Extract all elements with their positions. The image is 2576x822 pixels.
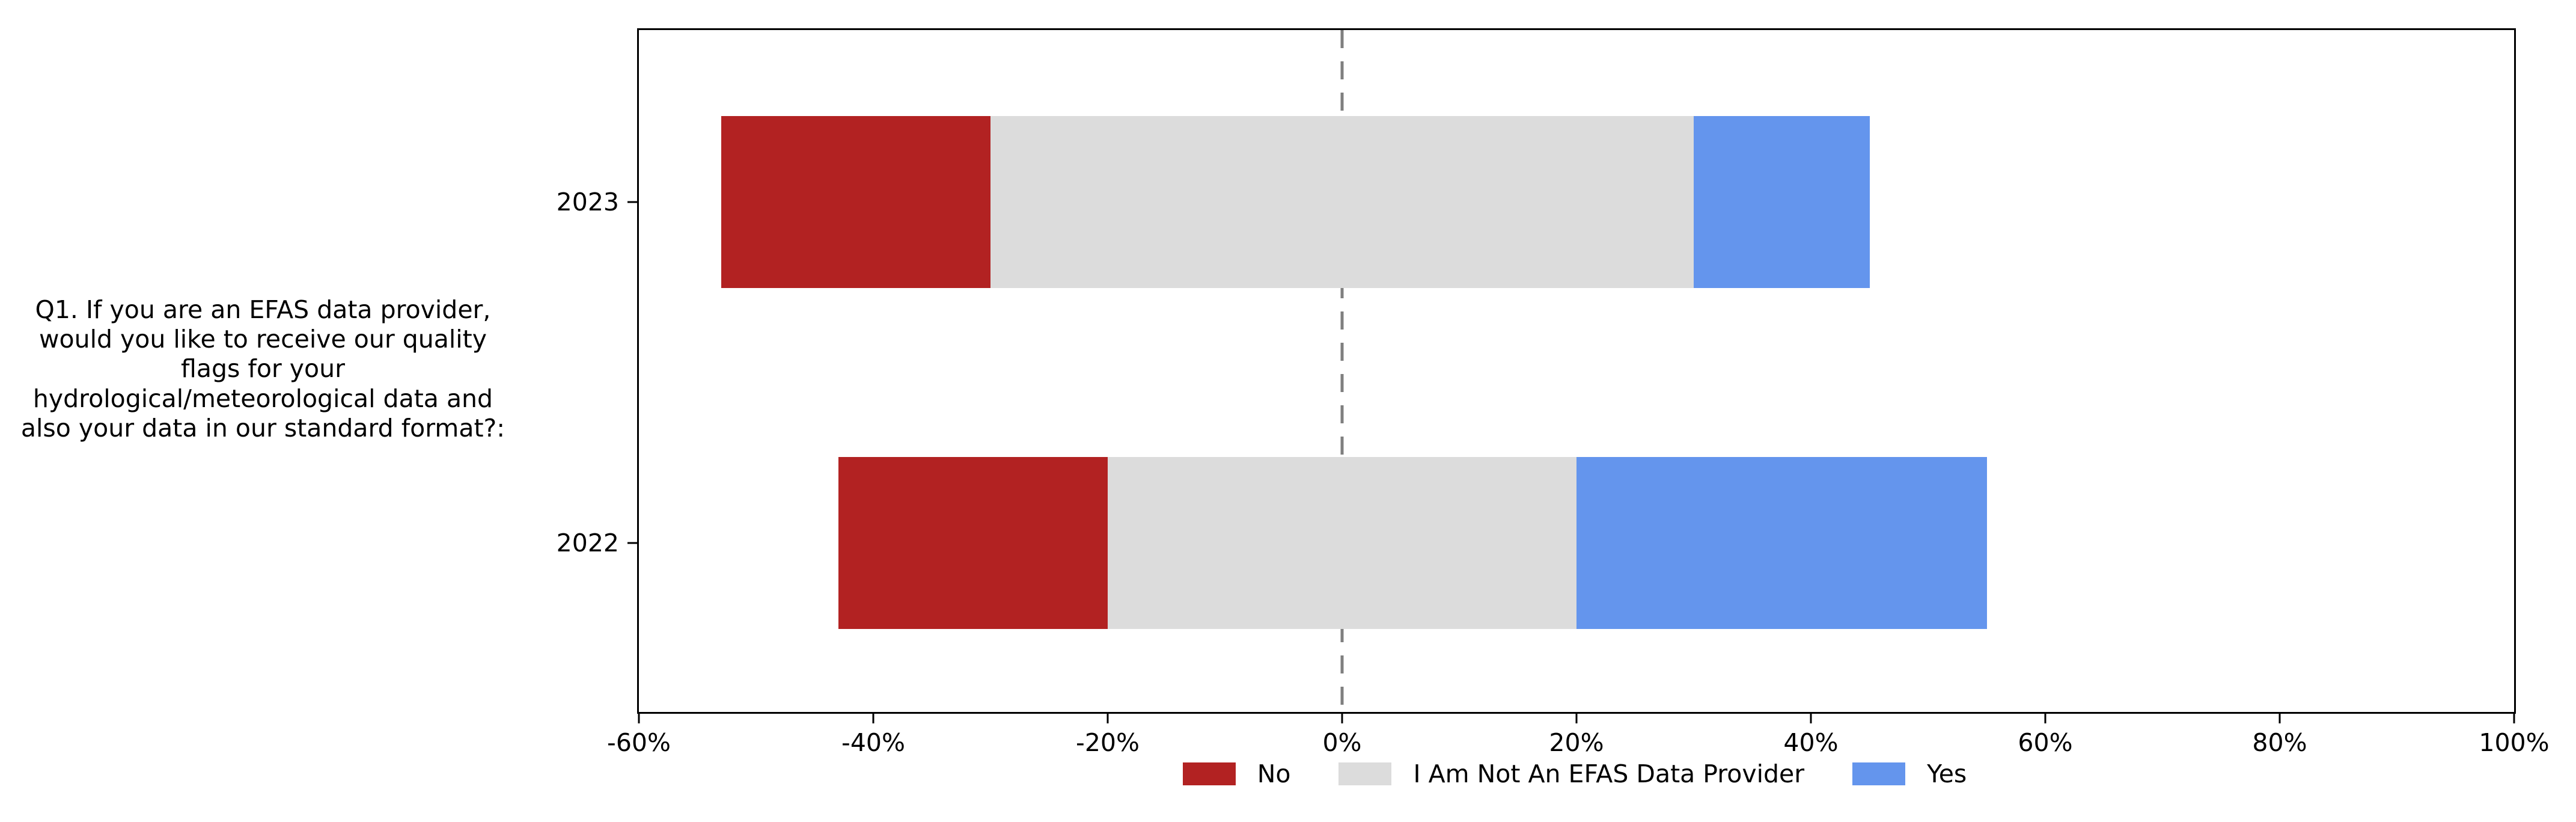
x-tick-mark	[638, 714, 640, 723]
x-tick-label: -40%	[841, 728, 905, 757]
x-tick-mark	[2044, 714, 2046, 723]
bar-segment	[721, 115, 990, 288]
y-tick-label: 2023	[556, 187, 619, 216]
x-tick-label: 0%	[1322, 728, 1362, 757]
x-tick-label: 20%	[1549, 728, 1604, 757]
y-tick-label: 2022	[556, 528, 619, 557]
x-tick-label: 100%	[2479, 728, 2550, 757]
x-tick-label: -60%	[607, 728, 671, 757]
bar-segment	[838, 456, 1108, 629]
bar-segment	[1108, 456, 1576, 629]
x-tick-label: 40%	[1783, 728, 1839, 757]
x-tick-label: 80%	[2252, 728, 2307, 757]
zero-reference-line	[1340, 30, 1344, 712]
plot-area: -60% -40% -20% 0% 20% 40% 60% 80% 100% 2023 2022	[557, 28, 2550, 757]
x-tick-mark	[2278, 714, 2281, 723]
x-tick-mark	[1575, 714, 1578, 723]
bar-segment	[1694, 115, 1870, 288]
x-tick-mark	[2513, 714, 2515, 723]
y-tick-mark	[627, 542, 637, 544]
bar-segment	[990, 115, 1694, 288]
legend-label: I Am Not An EFAS Data Provider	[1413, 759, 1805, 788]
x-tick-mark	[1106, 714, 1109, 723]
legend-item: No	[1182, 759, 1291, 788]
legend-item: I Am Not An EFAS Data Provider	[1338, 759, 1804, 788]
x-tick-label: 60%	[2018, 728, 2073, 757]
legend-swatch	[1338, 762, 1392, 785]
bar-segment	[1576, 456, 1987, 629]
legend-swatch	[1182, 762, 1236, 785]
x-tick-label: -20%	[1076, 728, 1140, 757]
legend-item: Yes	[1852, 759, 1967, 788]
x-tick-mark	[872, 714, 874, 723]
legend-swatch	[1852, 762, 1906, 785]
x-tick-mark	[1341, 714, 1343, 723]
x-tick-mark	[1810, 714, 1812, 723]
legend-label: Yes	[1927, 759, 1967, 788]
y-tick-mark	[627, 201, 637, 203]
y-axis-question-label: Q1. If you are an EFAS data provider, wo…	[20, 295, 505, 443]
legend-label: No	[1257, 759, 1291, 788]
legend: No I Am Not An EFAS Data Provider Yes	[637, 753, 2512, 795]
